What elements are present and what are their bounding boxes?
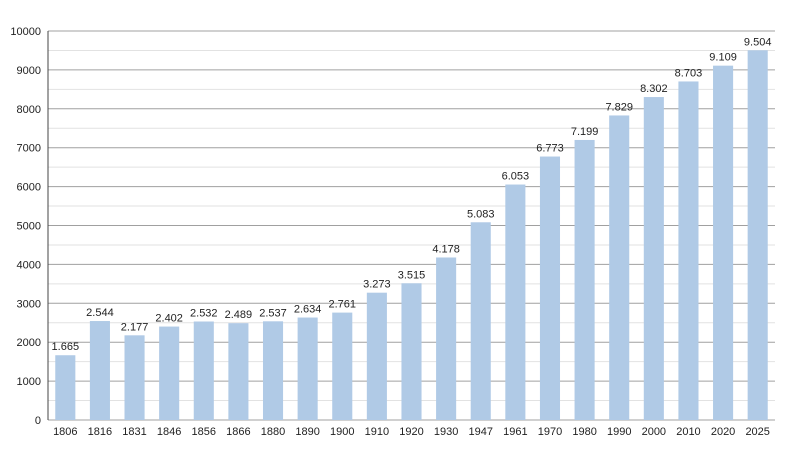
x-tick-label-2010: 2010 <box>676 426 700 438</box>
value-label-2010: 8.703 <box>675 67 703 79</box>
bar-2025 <box>747 50 768 420</box>
bar-1880 <box>262 321 284 420</box>
value-label-1920: 3.515 <box>398 269 426 281</box>
x-tick-label-1831: 1831 <box>122 426 146 438</box>
bar-1980 <box>574 139 595 420</box>
bar-1990 <box>609 115 630 420</box>
x-tick-label-1866: 1866 <box>226 426 250 438</box>
value-label-2025: 9.504 <box>744 36 772 48</box>
x-tick-label-1970: 1970 <box>538 426 562 438</box>
bar-1856 <box>193 321 214 420</box>
y-tick-label: 5000 <box>17 221 41 233</box>
value-label-1980: 7.199 <box>571 126 599 138</box>
bar-2010 <box>678 81 699 420</box>
bar-1900 <box>332 312 353 420</box>
x-tick-label-1910: 1910 <box>365 426 389 438</box>
x-tick-label-1961: 1961 <box>503 426 527 438</box>
value-label-1806: 1.665 <box>52 341 80 353</box>
x-tick-label-1900: 1900 <box>330 426 354 438</box>
x-tick-label-1856: 1856 <box>192 426 216 438</box>
y-tick-label: 3000 <box>17 298 41 310</box>
value-label-1880: 2.537 <box>259 307 287 319</box>
value-label-1856: 2.532 <box>190 308 218 320</box>
value-label-1990: 7.829 <box>605 101 633 113</box>
value-label-1890: 2.634 <box>294 304 322 316</box>
bars-layer <box>55 50 768 421</box>
x-tick-label-2000: 2000 <box>642 426 666 438</box>
x-tick-label-1930: 1930 <box>434 426 458 438</box>
value-label-1831: 2.177 <box>121 321 149 333</box>
value-label-1970: 6.773 <box>536 143 564 155</box>
bar-1930 <box>436 257 457 420</box>
x-tick-label-2020: 2020 <box>711 426 735 438</box>
bar-1890 <box>297 317 318 420</box>
value-label-1961: 6.053 <box>502 171 530 183</box>
x-tick-label-1816: 1816 <box>88 426 112 438</box>
x-tick-label-2025: 2025 <box>745 426 769 438</box>
x-tick-label-1920: 1920 <box>399 426 423 438</box>
axis-layer: 0 1000 2000 3000 4000 5000 6000 7000 8000 9000 100… <box>10 26 770 438</box>
value-label-1816: 2.544 <box>86 307 114 319</box>
bar-1866 <box>228 323 249 420</box>
y-tick-label: 0 <box>35 415 41 427</box>
bar-1816 <box>89 321 110 420</box>
x-tick-label-1806: 1806 <box>53 426 77 438</box>
bar-2000 <box>643 97 664 421</box>
bar-2020 <box>713 65 734 420</box>
bar-1920 <box>401 283 422 420</box>
value-label-1866: 2.489 <box>225 309 253 321</box>
x-tick-label-1890: 1890 <box>295 426 319 438</box>
y-tick-label: 6000 <box>17 182 41 194</box>
x-tick-label-1947: 1947 <box>468 426 492 438</box>
value-label-1947: 5.083 <box>467 208 495 220</box>
bar-1970 <box>539 156 561 420</box>
bar-1831 <box>124 335 145 420</box>
value-label-2020: 9.109 <box>709 52 737 64</box>
value-label-1900: 2.761 <box>328 299 356 311</box>
value-label-1846: 2.402 <box>155 313 183 325</box>
y-tick-label: 1000 <box>17 376 41 388</box>
bar-1910 <box>366 292 387 420</box>
x-tick-label-1880: 1880 <box>261 426 285 438</box>
y-tick-label: 9000 <box>17 65 41 77</box>
bar-1846 <box>159 326 180 420</box>
y-tick-label: 4000 <box>17 259 41 271</box>
labels-layer: 1.665 2.544 2.177 2.402 2.532 2.489 2.537 2.634… <box>52 36 772 353</box>
y-tick-label: 8000 <box>17 104 41 116</box>
value-label-1930: 4.178 <box>432 243 460 255</box>
bar-1961 <box>505 184 526 420</box>
x-tick-label-1990: 1990 <box>607 426 631 438</box>
value-label-1910: 3.273 <box>363 279 391 291</box>
bar-1947 <box>470 222 491 420</box>
y-tick-label: 10000 <box>10 26 41 38</box>
x-tick-label-1846: 1846 <box>157 426 181 438</box>
y-tick-label: 2000 <box>17 337 41 349</box>
y-tick-label: 7000 <box>17 143 41 155</box>
value-label-2000: 8.302 <box>640 83 668 95</box>
bar-1806 <box>55 355 76 420</box>
x-tick-label-1980: 1980 <box>572 426 596 438</box>
